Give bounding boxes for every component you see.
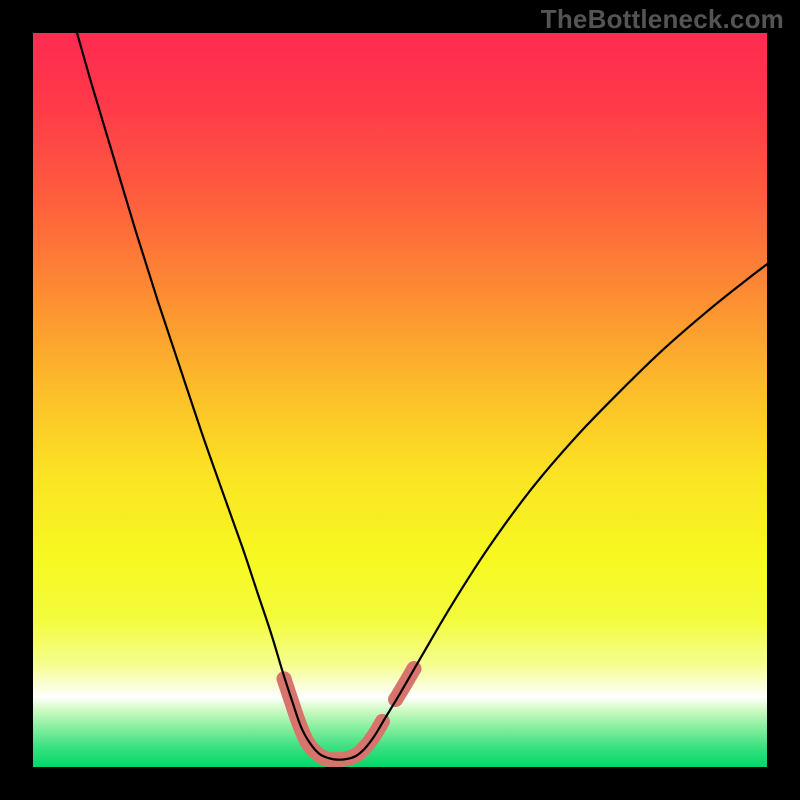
bottleneck-curve	[77, 33, 767, 760]
chart-stage: TheBottleneck.com	[0, 0, 800, 800]
plot-svg	[0, 0, 800, 800]
watermark-label: TheBottleneck.com	[541, 4, 784, 35]
